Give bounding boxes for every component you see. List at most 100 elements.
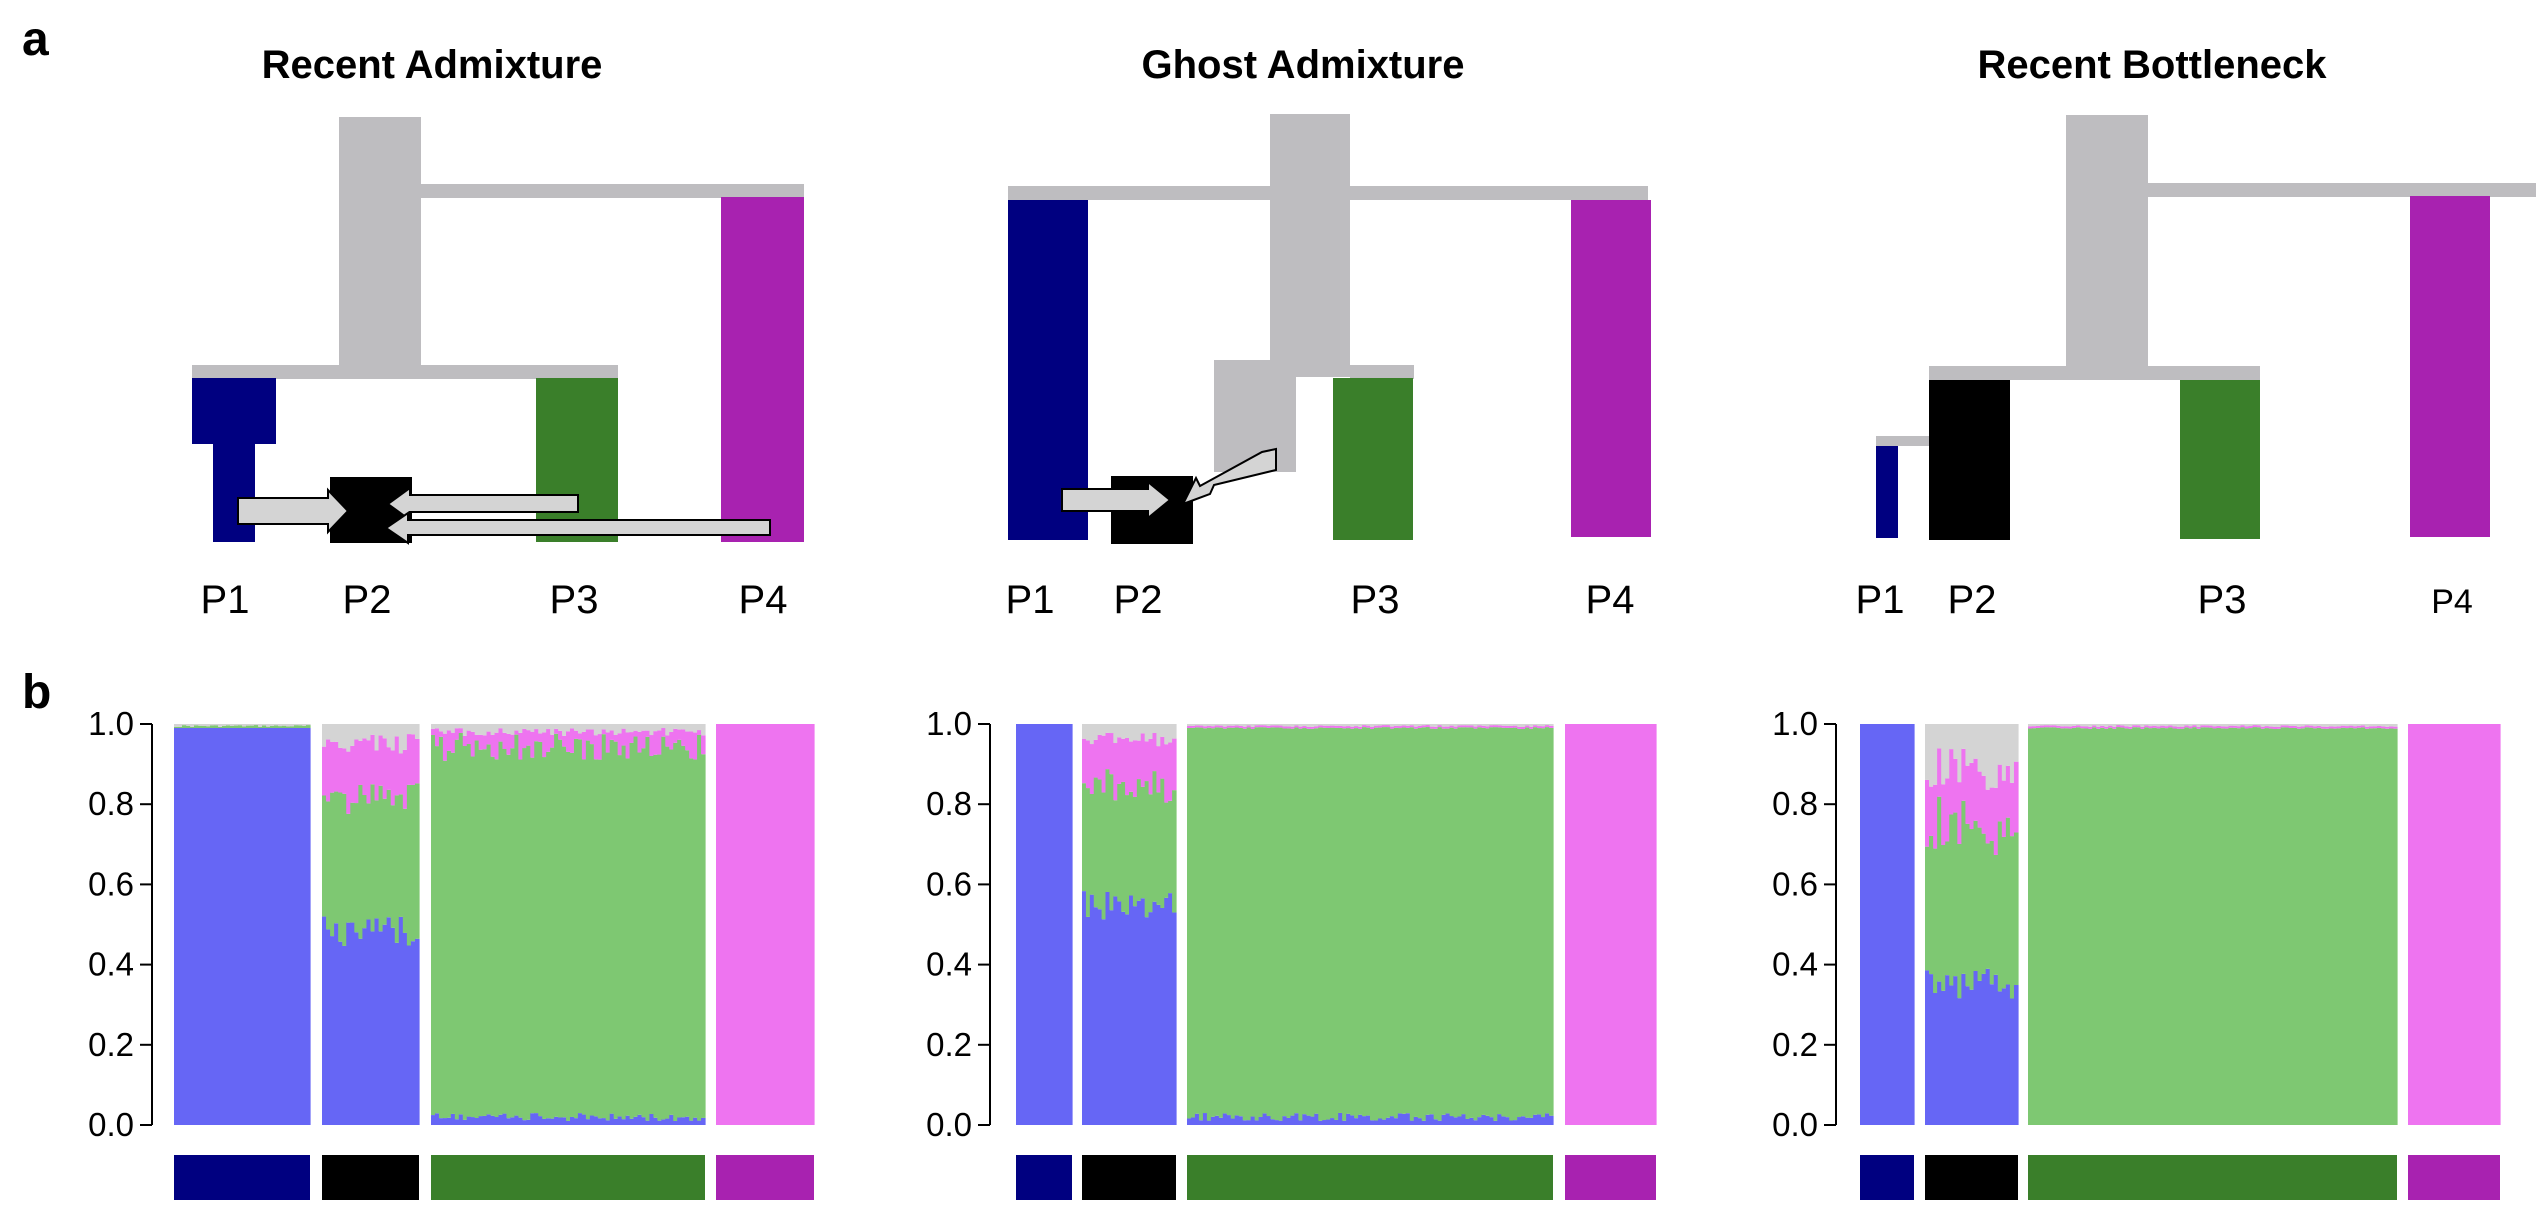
bar-segment-blue	[1883, 724, 1888, 1125]
bar-segment-blue	[434, 1113, 440, 1125]
bar-segment-grey	[366, 724, 372, 741]
bar-segment-grey	[1481, 724, 1486, 726]
bar-segment-grey	[2320, 724, 2326, 727]
bar-segment-grey	[406, 724, 412, 735]
bar-segment-blue	[1860, 724, 1865, 1125]
bar-segment-blue	[1981, 973, 1987, 1125]
bar-segment-pink	[2068, 726, 2073, 729]
bar-segment-pink	[786, 724, 792, 1125]
bar-segment-green	[2072, 727, 2077, 1125]
bar-segment-blue	[1505, 1117, 1510, 1125]
bar-segment-grey	[2060, 724, 2065, 727]
bar-segment-blue	[414, 938, 420, 1125]
bar-segment-green	[1214, 727, 1220, 1116]
bar-segment-green	[2112, 728, 2117, 1125]
bar-segment-blue	[573, 1118, 579, 1125]
bar-segment-green	[1537, 728, 1542, 1115]
bar-segment-blue	[1113, 896, 1118, 1125]
bar-segment-green	[681, 745, 686, 1118]
bar-segment-pink	[514, 730, 519, 735]
bar-segment-grey	[434, 724, 440, 729]
bar-segment-green	[1334, 727, 1339, 1120]
bar-segment-pink	[1632, 724, 1637, 1125]
bar-segment-pink	[334, 741, 339, 792]
admixture-chart: 0.0 0.2 0.4 0.6 0.8 1.0	[926, 705, 1657, 1200]
bar-segment-grey	[478, 724, 484, 735]
bar-segment-pink	[1588, 724, 1594, 1125]
bar-segment-blue	[1330, 1118, 1335, 1125]
bar-segment-pink	[731, 724, 737, 1125]
bar-segment-pink	[1290, 726, 1296, 729]
population-strip-p2	[1925, 1155, 2018, 1200]
bar-segment-blue	[358, 938, 364, 1125]
bar-segment-grey	[1981, 724, 1987, 776]
bar-segment-green	[2244, 728, 2250, 1125]
bar-segment-grey	[454, 724, 460, 729]
bar-segment-blue	[1366, 1115, 1371, 1125]
bar-segment-blue	[1993, 974, 1999, 1125]
bar-segment-green	[182, 725, 187, 729]
bar-segment-grey	[550, 724, 555, 735]
bar-segment-blue	[585, 1119, 591, 1125]
bar-segment-blue	[1493, 1120, 1498, 1125]
bar-segment-green	[593, 759, 599, 1117]
bar-segment-grey	[2264, 724, 2270, 727]
bar-segment-green	[2224, 728, 2230, 1125]
bar-segment-green	[1513, 727, 1518, 1121]
bar-segment-green	[673, 742, 678, 1121]
bar-segment-blue	[1485, 1115, 1490, 1125]
bar-segment-grey	[2316, 724, 2322, 726]
bar-segment-grey	[681, 724, 686, 730]
bar-segment-pink	[526, 730, 531, 746]
bar-segment-pink	[1306, 726, 1311, 729]
bar-segment-blue	[1056, 724, 1061, 1125]
bar-segment-green	[2092, 727, 2097, 1125]
bar-segment-pink	[1485, 726, 1490, 729]
branch-p3	[2180, 380, 2260, 539]
bar-segment-pink	[569, 728, 575, 753]
bar-segment-grey	[266, 724, 271, 727]
bar-segment-grey	[514, 724, 519, 731]
bar-segment-grey	[1190, 724, 1196, 726]
bar-segment-pink	[338, 747, 343, 793]
bar-segment-pink	[470, 731, 476, 757]
bar-segment-green	[1187, 728, 1192, 1119]
bar-segment-blue	[1132, 906, 1138, 1125]
bar-segment-grey	[2276, 724, 2282, 727]
bar-segment-green	[1354, 728, 1359, 1119]
bar-segment-green	[2084, 728, 2089, 1125]
bar-segment-blue	[1148, 912, 1154, 1125]
bar-segment-green	[649, 755, 654, 1114]
bar-segment-green	[254, 725, 259, 729]
bar-segment-green	[1949, 814, 1954, 986]
bar-segment-grey	[298, 724, 303, 726]
bar-segment-green	[1477, 727, 1482, 1118]
bar-segment-green	[1282, 728, 1288, 1117]
bar-segment-green	[550, 747, 555, 1119]
bar-segment-green	[1421, 727, 1427, 1121]
bar-segment-pink	[581, 731, 587, 760]
bar-segment-grey	[573, 724, 579, 731]
bar-segment-blue	[1509, 1120, 1514, 1125]
bar-segment-blue	[302, 728, 307, 1125]
bar-segment-pink	[1242, 726, 1248, 729]
bar-segment-pink	[2392, 726, 2398, 729]
bar-segment-blue	[1445, 1113, 1451, 1125]
bar-segment-blue	[470, 1117, 476, 1125]
bar-segment-pink	[1505, 725, 1510, 728]
bar-segment-green	[2013, 832, 2019, 985]
bar-segment-green	[581, 759, 587, 1115]
bar-segment-pink	[1445, 726, 1451, 729]
bar-segment-grey	[1089, 724, 1095, 745]
bar-segment-blue	[1266, 1116, 1272, 1125]
population-strip-p1	[1860, 1155, 1914, 1200]
bar-segment-pink	[1521, 727, 1526, 730]
bar-segment-grey	[362, 724, 368, 739]
bar-segment-pink	[719, 724, 725, 1125]
bar-segment-blue	[601, 1118, 607, 1125]
bar-segment-pink	[1565, 724, 1570, 1125]
bar-segment-pink	[2092, 725, 2097, 728]
bar-segment-blue	[502, 1113, 508, 1125]
y-tick-label: 0.6	[88, 865, 134, 902]
bar-segment-blue	[458, 1114, 464, 1125]
